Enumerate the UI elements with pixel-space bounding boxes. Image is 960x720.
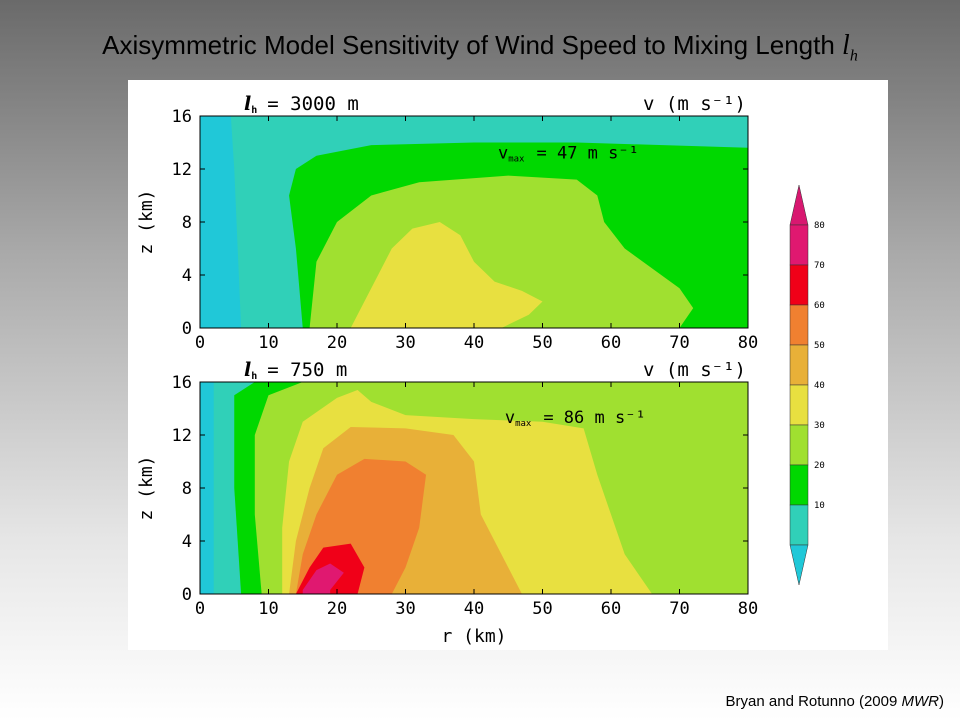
y-axis-label: z (km)	[136, 189, 157, 254]
y-tick-label: 4	[182, 532, 192, 552]
colorbar-label: 50	[814, 341, 825, 351]
x-tick-label: 0	[195, 333, 205, 353]
colorbar-box-50	[789, 344, 809, 386]
colorbar-box-80	[789, 224, 809, 266]
colorbar-box-20	[789, 464, 809, 506]
title-mixing-length-symbol: lh	[842, 30, 858, 65]
panel-top: 0 10 20 30 40 50 60 70 80 0 4 8 12 16 z (km) lh = 3000 m…	[136, 93, 758, 353]
page-title: Axisymmetric Model Sensitivity of Wind S…	[0, 30, 960, 66]
mixing-length-label: lh = 3000 m	[244, 93, 359, 116]
colorbar-box-40	[789, 384, 809, 426]
x-tick-label: 30	[395, 333, 415, 353]
citation-journal: MWR	[901, 693, 940, 710]
colorbar-box-60	[789, 304, 809, 346]
contour-80-90	[302, 563, 344, 594]
colorbar-label: 40	[814, 381, 825, 391]
contour-fills	[230, 116, 748, 328]
y-tick-label: 8	[182, 479, 192, 499]
citation: Bryan and Rotunno (2009 MWR)	[726, 693, 944, 710]
y-tick-label: 8	[182, 213, 192, 233]
x-tick-label: 80	[738, 333, 758, 353]
y-tick-label: 16	[172, 373, 192, 393]
colorbar-box-10	[789, 504, 809, 546]
mixing-length-label: lh = 750 m	[244, 359, 347, 382]
y-tick-label: 0	[182, 319, 192, 339]
x-tick-label: 20	[327, 333, 347, 353]
vmax-label: vmax = 86 m s⁻¹	[505, 408, 646, 429]
colorbar-box-30	[789, 424, 809, 466]
x-tick-label: 30	[395, 599, 415, 619]
x-tick-label: 10	[258, 599, 278, 619]
field-label: v (m s⁻¹)	[643, 93, 746, 115]
colorbar-label: 70	[814, 261, 825, 271]
colorbar-under-triangle	[789, 544, 809, 586]
colorbar-label: 60	[814, 301, 825, 311]
contour-fills	[213, 382, 748, 594]
x-tick-label: 0	[195, 599, 205, 619]
field-label: v (m s⁻¹)	[643, 359, 746, 381]
x-tick-label: 50	[532, 333, 552, 353]
citation-suffix: )	[939, 693, 944, 710]
contour-40-50	[350, 222, 543, 328]
citation-prefix: Bryan and Rotunno (2009	[725, 693, 902, 710]
x-axis-label: r (km)	[441, 626, 506, 647]
x-tick-label: 70	[669, 599, 689, 619]
x-tick-label: 80	[738, 599, 758, 619]
y-tick-label: 4	[182, 266, 192, 286]
y-tick-label: 12	[172, 426, 192, 446]
panel-bottom: 0 10 20 30 40 50 60 70 80 0 4 8 12 16 z (km) r (km) lh = …	[136, 359, 758, 647]
colorbar: 10 20 30 40 50 60 70 80	[789, 184, 825, 586]
y-tick-label: 16	[172, 107, 192, 127]
colorbar-label: 10	[814, 501, 825, 511]
figure-area: 0 10 20 30 40 50 60 70 80 0 4 8 12 16 z (km) lh = 3000 m…	[128, 80, 888, 650]
y-tick-label: 0	[182, 585, 192, 605]
x-tick-label: 40	[464, 599, 484, 619]
vmax-label: vmax = 47 m s⁻¹	[498, 143, 639, 164]
colorbar-label: 80	[814, 221, 825, 231]
y-tick-label: 12	[172, 160, 192, 180]
x-tick-label: 70	[669, 333, 689, 353]
x-tick-label: 60	[601, 333, 621, 353]
title-text: Axisymmetric Model Sensitivity of Wind S…	[102, 30, 835, 60]
x-tick-label: 50	[532, 599, 552, 619]
colorbar-box-70	[789, 264, 809, 306]
colorbar-label: 20	[814, 461, 825, 471]
colorbar-over-triangle	[789, 184, 809, 226]
y-axis-label: z (km)	[136, 455, 157, 520]
x-tick-label: 10	[258, 333, 278, 353]
x-tick-label: 20	[327, 599, 347, 619]
x-tick-label: 60	[601, 599, 621, 619]
x-tick-label: 40	[464, 333, 484, 353]
colorbar-label: 30	[814, 421, 825, 431]
